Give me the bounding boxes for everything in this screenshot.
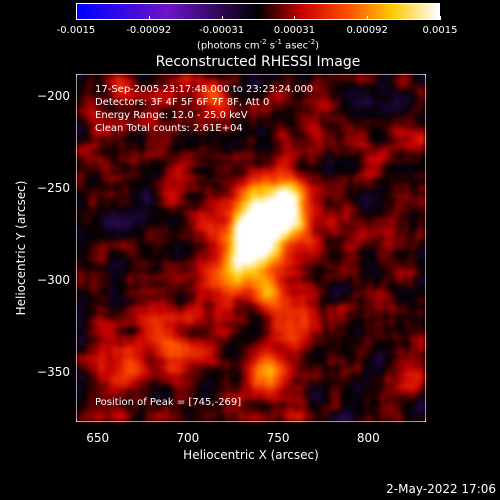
colorbar-tick-label: -0.0015 [56, 25, 96, 36]
annotation-time-range: 17-Sep-2005 23:17:48.000 to 23:23:24.000 [95, 84, 314, 95]
colorbar-tick-label: 0.0015 [422, 25, 458, 36]
colorbar-tick-label: -0.00031 [199, 25, 245, 36]
chart-title: Reconstructed RHESSI Image [155, 54, 361, 70]
annotation-peak: Position of Peak = [745,-269] [95, 397, 242, 408]
heatmap-image [77, 75, 425, 421]
x-tick-label: 700 [176, 431, 200, 445]
colorbar-tick-label: -0.00092 [126, 25, 172, 36]
colorbar-tick-mark [440, 16, 441, 20]
colorbar-tick-mark [149, 16, 150, 20]
colorbar [76, 3, 440, 20]
annotation-method: Clean Total counts: 2.61E+04 [95, 123, 243, 134]
y-tick-label: −250 [37, 181, 70, 196]
x-tick-label: 750 [266, 431, 290, 445]
colorbar-tick-mark [294, 16, 295, 20]
plot-area: 17-Sep-2005 23:17:48.000 to 23:23:24.000… [76, 74, 426, 422]
y-tick-label: −200 [37, 89, 70, 104]
y-tick-label: −300 [37, 273, 70, 288]
annotation-energy: Energy Range: 12.0 - 25.0 keV [95, 110, 248, 121]
y-tick-label: −350 [37, 365, 70, 380]
colorbar-tick-mark [367, 16, 368, 20]
colorbar-tick-label: 0.00031 [273, 25, 316, 36]
date-stamp: 2-May-2022 17:06 [386, 482, 496, 496]
colorbar-tick-label: 0.00092 [346, 25, 388, 36]
colorbar-units: (photons cm-2 s-1 asec-2) [196, 38, 320, 52]
colorbar-tick-mark [76, 16, 77, 20]
x-tick-label: 800 [356, 431, 380, 445]
colorbar-tick-mark [222, 16, 223, 20]
annotation-detectors: Detectors: 3F 4F 5F 6F 7F 8F, Att 0 [95, 97, 270, 108]
x-tick-label: 650 [86, 431, 110, 445]
y-axis-label: Heliocentric Y (arcsec) [14, 180, 28, 316]
x-axis-label: Heliocentric X (arcsec) [183, 448, 319, 462]
